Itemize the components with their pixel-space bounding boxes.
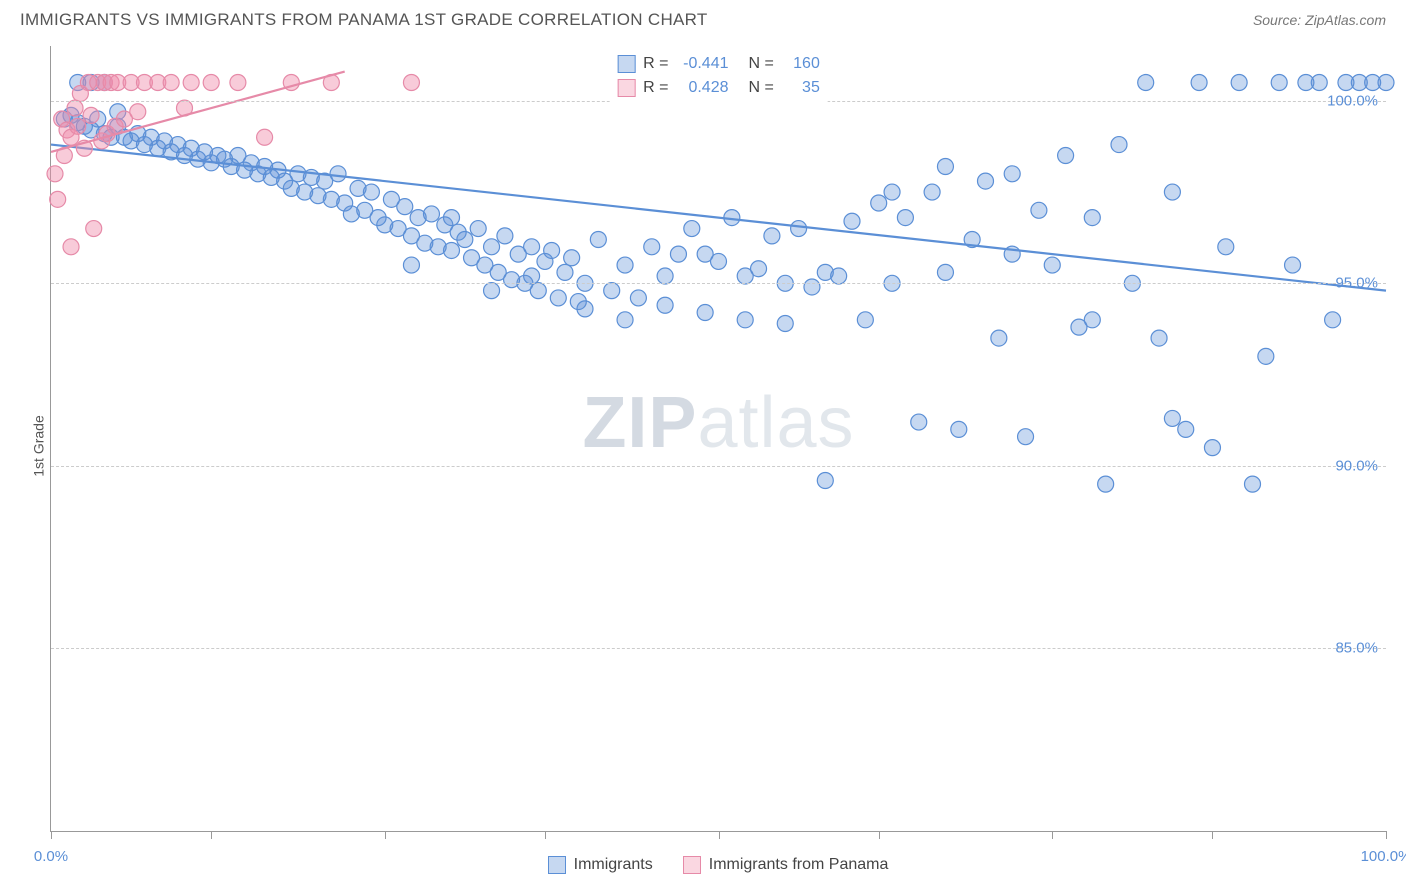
legend-item-immigrants: Immigrants xyxy=(548,856,653,874)
swatch-pink-icon xyxy=(617,79,635,97)
y-axis-label: 1st Grade xyxy=(31,415,47,476)
correlation-legend-row-pink: R = 0.428 N = 35 xyxy=(617,76,820,100)
header: IMMIGRANTS VS IMMIGRANTS FROM PANAMA 1ST… xyxy=(0,0,1406,36)
legend-item-panama: Immigrants from Panama xyxy=(683,856,889,874)
correlation-legend-row-blue: R = -0.441 N = 160 xyxy=(617,52,820,76)
correlation-legend: R = -0.441 N = 160 R = 0.428 N = 35 xyxy=(609,48,828,104)
scatter-svg xyxy=(51,46,1386,831)
chart-plot-area: ZIPatlas R = -0.441 N = 160 R = 0.428 N … xyxy=(50,46,1386,832)
swatch-blue-icon xyxy=(617,55,635,73)
swatch-pink-icon xyxy=(683,856,701,874)
swatch-blue-icon xyxy=(548,856,566,874)
chart-title: IMMIGRANTS VS IMMIGRANTS FROM PANAMA 1ST… xyxy=(20,10,708,30)
source-label: Source: ZipAtlas.com xyxy=(1253,12,1386,28)
series-legend: Immigrants Immigrants from Panama xyxy=(50,856,1386,874)
